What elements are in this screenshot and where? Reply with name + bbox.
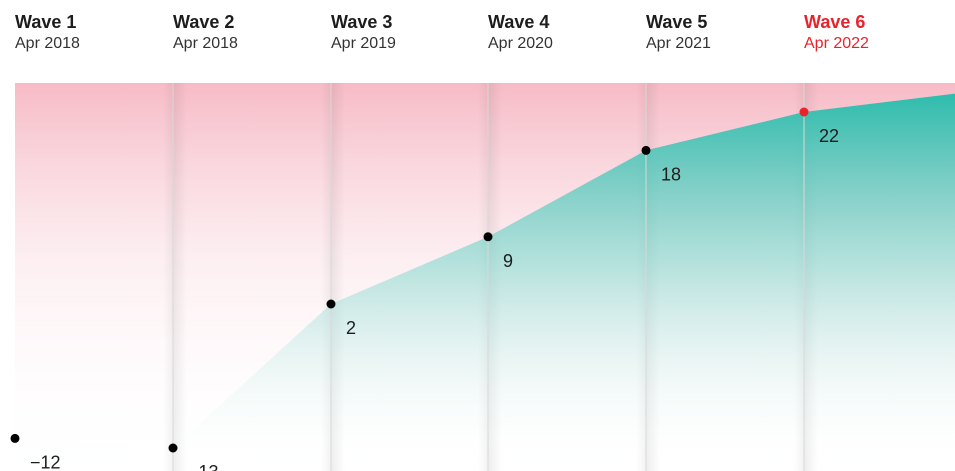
column-shade <box>321 83 331 471</box>
wave-title: Wave 4 <box>488 12 550 32</box>
wave-title: Wave 1 <box>15 12 77 32</box>
data-label: 22 <box>819 126 839 146</box>
data-point <box>168 443 178 453</box>
data-point <box>641 145 651 155</box>
data-point <box>483 232 493 242</box>
data-label: 18 <box>661 164 681 184</box>
wave-date: Apr 2019 <box>331 35 396 52</box>
wave-header: Wave 6 Apr 2022 <box>804 12 869 54</box>
data-point <box>10 433 20 443</box>
wave-title: Wave 3 <box>331 12 393 32</box>
wave-header: Wave 2 Apr 2018 <box>173 12 238 54</box>
data-label: 2 <box>346 318 356 338</box>
wave-title: Wave 2 <box>173 12 235 32</box>
wave-header: Wave 4 Apr 2020 <box>488 12 553 54</box>
data-point <box>799 107 809 117</box>
wave-header: Wave 1 Apr 2018 <box>15 12 80 54</box>
data-label: 9 <box>503 251 513 271</box>
wave-header: Wave 3 Apr 2019 <box>331 12 396 54</box>
wave-date: Apr 2022 <box>804 35 869 52</box>
column-shade <box>163 83 173 471</box>
wave-title: Wave 5 <box>646 12 708 32</box>
wave-title: Wave 6 <box>804 12 866 32</box>
series-area <box>15 93 955 471</box>
wave-date: Apr 2018 <box>173 35 238 52</box>
data-label: −13 <box>188 462 219 471</box>
wave-header: Wave 5 Apr 2021 <box>646 12 711 54</box>
wave-date: Apr 2020 <box>488 35 553 52</box>
column-shade <box>173 83 187 471</box>
data-point <box>326 299 336 309</box>
wave-date: Apr 2018 <box>15 35 80 52</box>
data-label: −12 <box>30 452 61 471</box>
wave-date: Apr 2021 <box>646 35 711 52</box>
